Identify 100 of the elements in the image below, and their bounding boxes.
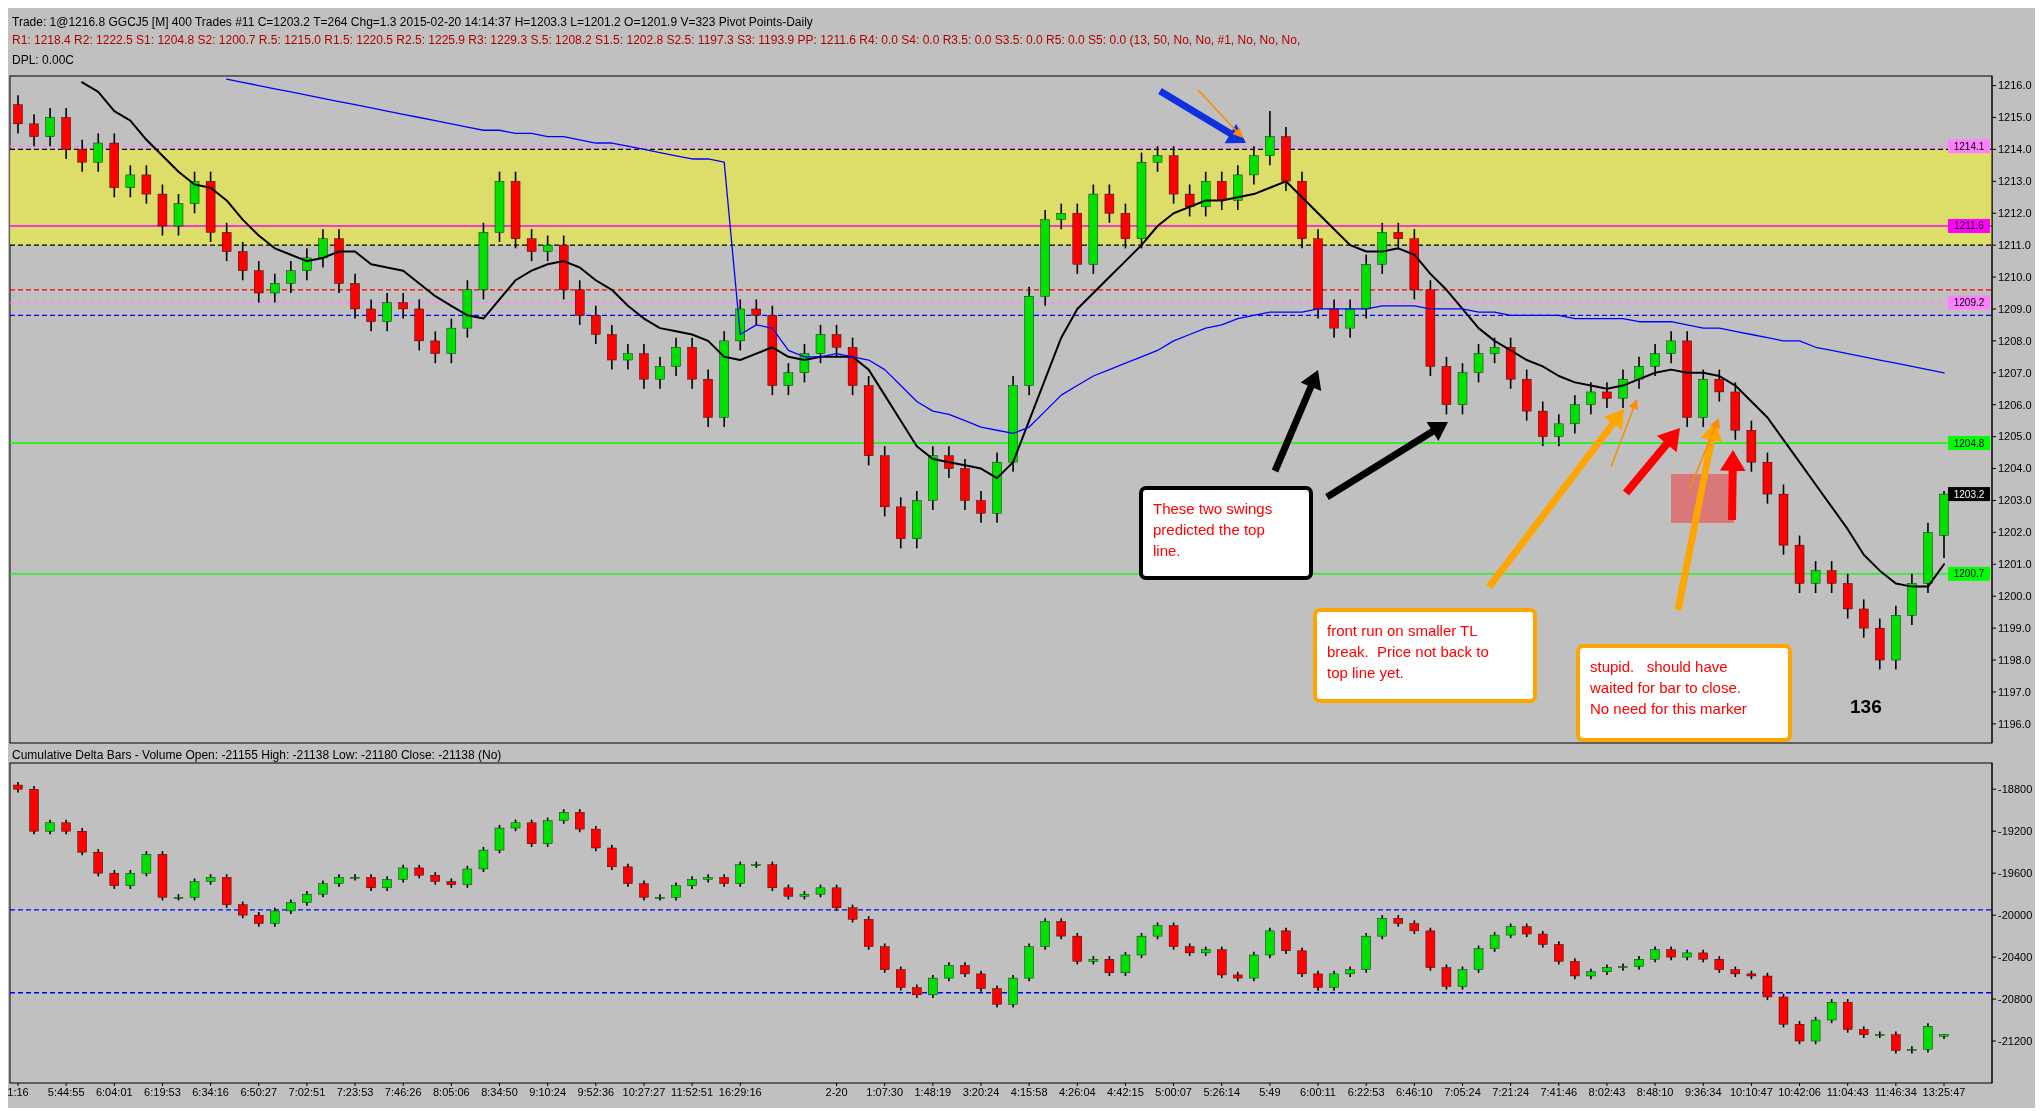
candlestick — [831, 324, 842, 358]
candlestick — [639, 879, 649, 902]
y-tick-label: -19200 — [1998, 825, 2033, 838]
x-tick-label: 10:27:27 — [622, 1086, 666, 1098]
y-tick-label: 1205.0 — [1998, 430, 2032, 443]
x-tick-label: 1:16 — [7, 1086, 29, 1098]
candlestick — [1634, 356, 1644, 390]
ref-line-label: 1204.8 — [1953, 437, 1985, 449]
candlestick — [928, 974, 938, 999]
candlestick — [1329, 969, 1339, 992]
candlestick — [45, 107, 55, 148]
candlestick — [29, 113, 39, 148]
x-tick-label: 5:00:07 — [1155, 1086, 1192, 1098]
candlestick — [735, 860, 745, 888]
y-tick-label: 1216.0 — [1998, 79, 2032, 92]
candlestick — [350, 873, 360, 882]
candlestick — [1489, 336, 1500, 365]
y-tick-label: 1197.0 — [1998, 685, 2031, 698]
x-tick-label: 6:34:16 — [192, 1086, 229, 1098]
candlestick — [1907, 1045, 1917, 1055]
candlestick — [976, 969, 986, 993]
candlestick — [815, 324, 826, 365]
candlestick — [1441, 963, 1452, 991]
candlestick — [1650, 343, 1660, 377]
candlestick — [286, 260, 296, 294]
candlestick — [1473, 343, 1484, 384]
x-tick-label: 5:44:55 — [47, 1086, 85, 1098]
candlestick — [542, 816, 553, 848]
candlestick — [1217, 170, 1227, 211]
candlestick — [1570, 394, 1580, 435]
x-tick-label: 8:05:06 — [433, 1086, 470, 1098]
annotation: front run on smaller TL break. Price not back to top line yet. — [1327, 622, 1489, 681]
candlestick — [1281, 926, 1291, 955]
candlestick — [382, 292, 392, 333]
candlestick — [896, 965, 906, 992]
y-tick-label: 1206.0 — [1998, 398, 2032, 411]
candlestick — [13, 94, 23, 135]
x-tick-label: 8:48:10 — [1636, 1086, 1674, 1098]
candlestick — [1554, 940, 1564, 966]
candlestick — [575, 808, 585, 834]
candlestick — [831, 883, 842, 912]
x-tick-label: 8:02:43 — [1588, 1086, 1626, 1098]
y-tick-label: -20000 — [1998, 908, 2033, 921]
candlestick — [141, 850, 152, 878]
x-tick-label: 9:10:24 — [529, 1086, 566, 1098]
candlestick — [1056, 917, 1066, 941]
candlestick — [623, 343, 633, 371]
candlestick — [944, 961, 954, 983]
y-tick-label: 1214.0 — [1998, 143, 2032, 156]
y-tick-label: -20800 — [1998, 992, 2033, 1005]
candlestick — [767, 860, 778, 892]
x-tick-label: 4:42:15 — [1107, 1086, 1144, 1098]
candlestick — [109, 869, 119, 890]
candlestick — [494, 824, 505, 855]
candlestick — [1377, 914, 1387, 941]
y-tick-label: 1210.0 — [1998, 270, 2032, 283]
ref-line-label: 1214.1 — [1953, 140, 1985, 152]
candlestick — [462, 865, 473, 889]
candlestick — [189, 877, 200, 902]
candlestick — [173, 193, 184, 237]
candlestick — [1329, 298, 1339, 339]
candlestick — [783, 362, 794, 396]
x-tick-label: 6:00:11 — [1300, 1086, 1336, 1098]
x-tick-label: 7:05:24 — [1444, 1086, 1481, 1098]
chart-subtitle: R1: 1218.4 R2: 1222.5 S1: 1204.8 S2: 1200.7 R.5: 1215.0 R1.5: 1220.5 R2.5: 1225.9 R3: 1229.3 S.5: 1208.2 S1.5: 1202.8 S2.5: 1197.3 S3: 1193.9 PP: 1211.6 R4: 0.0 S4: 0.0 R3.5: 0.0 S3.5: 0.0 R5: 0.0 S5: 0.0 (13, 50, No, No, #1, No, No, No, — [12, 33, 1301, 47]
y-tick-label: 1200.0 — [1998, 590, 2032, 603]
candlestick — [430, 330, 440, 365]
x-tick-label: 11:52:51 — [671, 1086, 714, 1098]
y-tick-label: 1198.0 — [1998, 653, 2031, 666]
annotation: stupid. should have waited for bar to close. No need for this marker — [1589, 658, 1747, 717]
x-tick-label: 9:36:34 — [1684, 1086, 1722, 1098]
x-tick-label: 16:29:16 — [718, 1086, 762, 1098]
x-tick-label: 7:46:26 — [384, 1086, 422, 1098]
candlestick — [1168, 921, 1179, 951]
candlestick — [992, 984, 1002, 1009]
y-tick-label: -19600 — [1998, 867, 2033, 880]
ref-line-label: 1200.7 — [1953, 568, 1985, 580]
x-tick-label: 5:49 — [1259, 1086, 1281, 1098]
candlestick — [1666, 330, 1676, 365]
y-tick-label: 1199.0 — [1998, 621, 2031, 634]
y-tick-label: 1196.0 — [1998, 717, 2031, 730]
candlestick — [141, 164, 152, 205]
candlestick — [591, 825, 601, 852]
candlestick — [1810, 1016, 1821, 1045]
y-tick-label: 1202.0 — [1998, 526, 2032, 539]
candlestick — [1473, 944, 1484, 974]
x-tick-label: 4:26:04 — [1058, 1086, 1096, 1098]
annotation: These two swings predicted the top line. — [1153, 500, 1273, 559]
annotation: 136 — [1850, 696, 1882, 717]
x-tick-label: 9:52:36 — [577, 1086, 615, 1098]
candlestick — [1714, 368, 1724, 403]
candlestick — [1184, 183, 1195, 218]
x-tick-label: 10:42:06 — [1778, 1086, 1821, 1098]
candlestick — [526, 818, 537, 848]
candlestick — [189, 170, 200, 215]
x-tick-label: 1:48:19 — [914, 1086, 952, 1098]
text: DPL: 0.00C — [12, 53, 75, 67]
candlestick — [1570, 957, 1580, 980]
candlestick — [1826, 998, 1837, 1024]
candlestick — [270, 273, 280, 304]
